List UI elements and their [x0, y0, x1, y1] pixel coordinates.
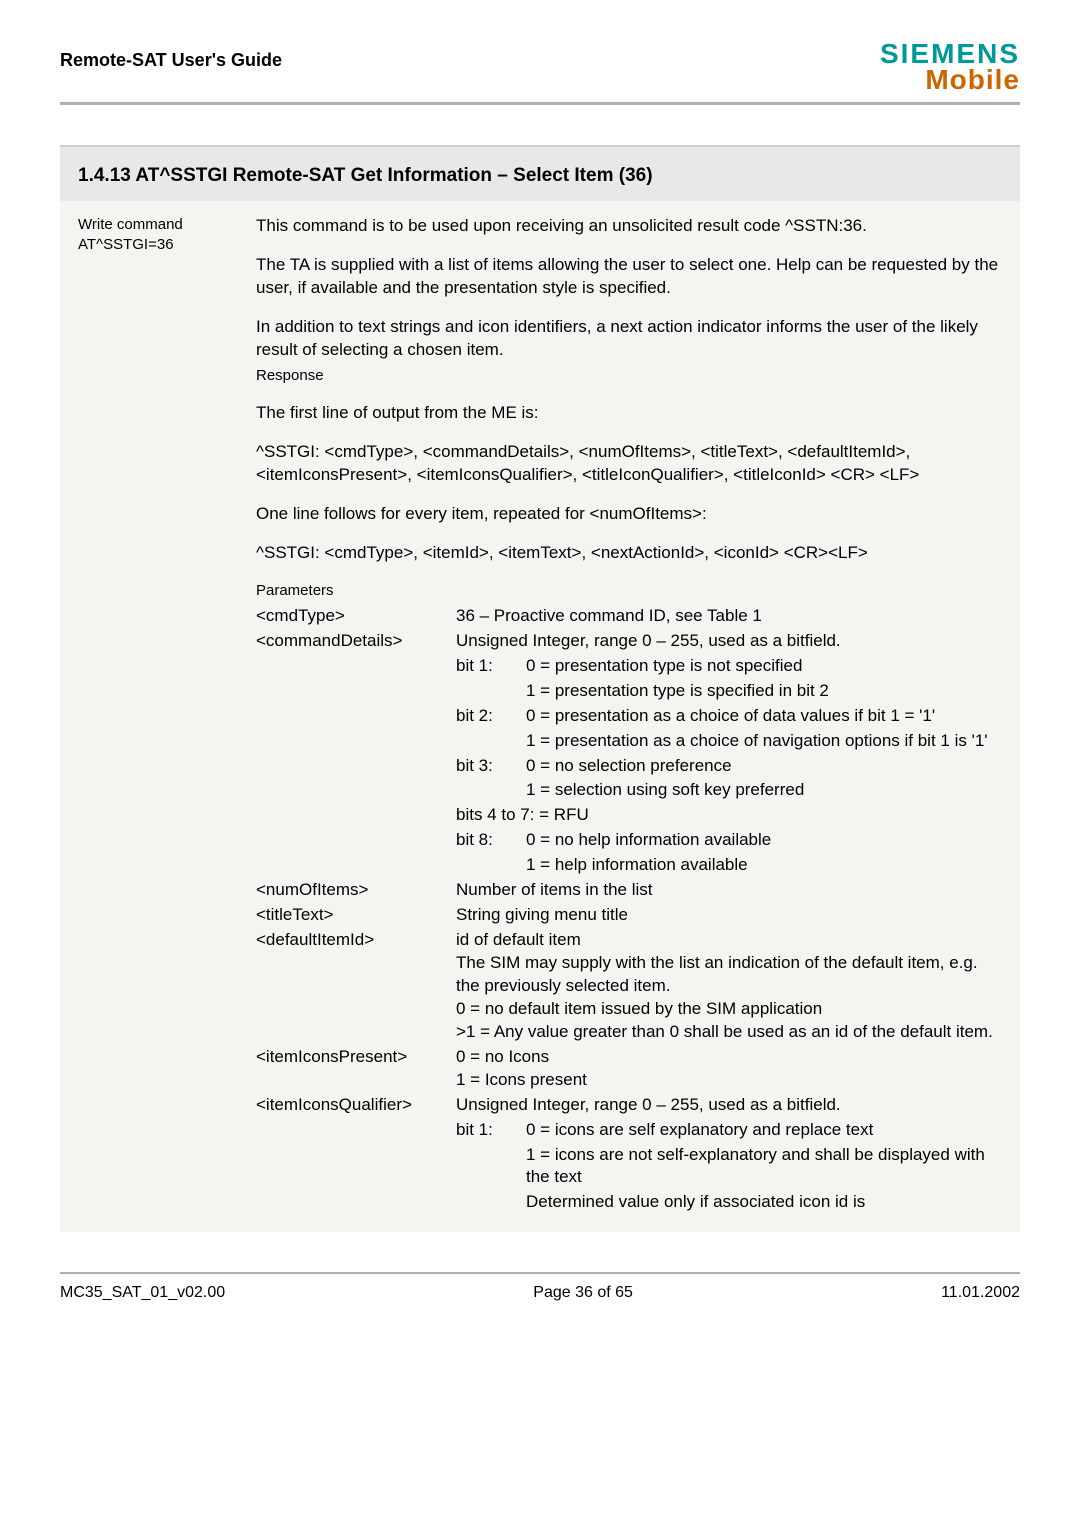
at-command: AT^SSTGI=36: [78, 235, 228, 255]
bit-label: bit 1:: [456, 655, 516, 678]
page-container: Remote-SAT User's Guide SIEMENS Mobile 1…: [0, 0, 1080, 1352]
bit-label: bit 8:: [456, 829, 516, 852]
bit-label: bit 2:: [456, 705, 516, 728]
bit-value: 0 = presentation as a choice of data val…: [526, 705, 1002, 728]
param-desc: Number of items in the list: [456, 879, 1002, 902]
param-desc: Unsigned Integer, range 0 – 255, used as…: [456, 1094, 1002, 1215]
paragraph: This command is to be used upon receivin…: [256, 215, 1002, 238]
output-format: ^SSTGI: <cmdType>, <itemId>, <itemText>,…: [256, 542, 1002, 565]
bit-table: bit 8: 0 = no help information available…: [456, 829, 1002, 877]
response-label: Response: [256, 366, 1002, 386]
bit-value: Determined value only if associated icon…: [526, 1191, 1002, 1214]
content-box: Write command AT^SSTGI=36 This command i…: [60, 201, 1020, 1232]
bit-value: 1 = icons are not self-explanatory and s…: [526, 1144, 1002, 1190]
paragraph: One line follows for every item, repeate…: [256, 503, 1002, 526]
param-desc: 36 – Proactive command ID, see Table 1: [456, 605, 1002, 628]
param-text: 1 = Icons present: [456, 1069, 1002, 1092]
param-text: Unsigned Integer, range 0 – 255, used as…: [456, 1094, 1002, 1117]
bit-value: 1 = selection using soft key preferred: [526, 779, 1002, 802]
param-text: id of default item: [456, 929, 1002, 952]
param-text: 0 = no default item issued by the SIM ap…: [456, 998, 1002, 1021]
output-format: ^SSTGI: <cmdType>, <commandDetails>, <nu…: [256, 441, 1002, 487]
parameters-label: Parameters: [256, 581, 1002, 601]
page-header: Remote-SAT User's Guide SIEMENS Mobile: [60, 40, 1020, 94]
bit-table: bit 1: 0 = icons are self explanatory an…: [456, 1119, 1002, 1215]
bit-label: bit 1:: [456, 1119, 516, 1142]
parameters-table: <cmdType> 36 – Proactive command ID, see…: [256, 605, 1002, 1214]
bit-value: 1 = presentation as a choice of navigati…: [526, 730, 1002, 753]
param-name: <cmdType>: [256, 605, 446, 628]
param-name: <itemIconsPresent>: [256, 1046, 446, 1092]
param-name: <commandDetails>: [256, 630, 446, 877]
bit-value: 0 = no selection preference: [526, 755, 1002, 778]
param-name: <itemIconsQualifier>: [256, 1094, 446, 1215]
description-column: This command is to be used upon receivin…: [256, 215, 1002, 1214]
footer-date: 11.01.2002: [941, 1284, 1020, 1302]
siemens-logo: SIEMENS Mobile: [880, 40, 1020, 94]
bit-value: 0 = no help information available: [526, 829, 1002, 852]
bit-label: bit 3:: [456, 755, 516, 778]
param-text: The SIM may supply with the list an indi…: [456, 952, 1002, 998]
paragraph: The first line of output from the ME is:: [256, 402, 1002, 425]
param-desc: String giving menu title: [456, 904, 1002, 927]
param-text: Unsigned Integer, range 0 – 255, used as…: [456, 630, 1002, 653]
command-column: Write command AT^SSTGI=36: [78, 215, 228, 1214]
footer-doc-id: MC35_SAT_01_v02.00: [60, 1284, 225, 1302]
param-text: 0 = no Icons: [456, 1046, 1002, 1069]
param-desc: Unsigned Integer, range 0 – 255, used as…: [456, 630, 1002, 877]
bit-value: 1 = help information available: [526, 854, 1002, 877]
param-name: <numOfItems>: [256, 879, 446, 902]
bit-value: 0 = icons are self explanatory and repla…: [526, 1119, 1002, 1142]
param-name: <titleText>: [256, 904, 446, 927]
bit-range: bits 4 to 7: = RFU: [456, 804, 1002, 827]
section-heading: 1.4.13 AT^SSTGI Remote-SAT Get Informati…: [60, 145, 1020, 201]
paragraph: The TA is supplied with a list of items …: [256, 254, 1002, 300]
param-desc: id of default item The SIM may supply wi…: [456, 929, 1002, 1044]
page-footer: MC35_SAT_01_v02.00 Page 36 of 65 11.01.2…: [60, 1272, 1020, 1302]
param-text: >1 = Any value greater than 0 shall be u…: [456, 1021, 1002, 1044]
footer-page-number: Page 36 of 65: [533, 1284, 633, 1302]
bit-value: 0 = presentation type is not specified: [526, 655, 1002, 678]
bit-value: 1 = presentation type is specified in bi…: [526, 680, 1002, 703]
paragraph: In addition to text strings and icon ide…: [256, 316, 1002, 362]
write-command-label: Write command: [78, 215, 228, 235]
param-name: <defaultItemId>: [256, 929, 446, 1044]
param-desc: 0 = no Icons 1 = Icons present: [456, 1046, 1002, 1092]
logo-mobile-text: Mobile: [880, 66, 1020, 94]
bit-table: bit 1: 0 = presentation type is not spec…: [456, 655, 1002, 803]
document-title: Remote-SAT User's Guide: [60, 50, 282, 71]
header-divider: [60, 102, 1020, 105]
